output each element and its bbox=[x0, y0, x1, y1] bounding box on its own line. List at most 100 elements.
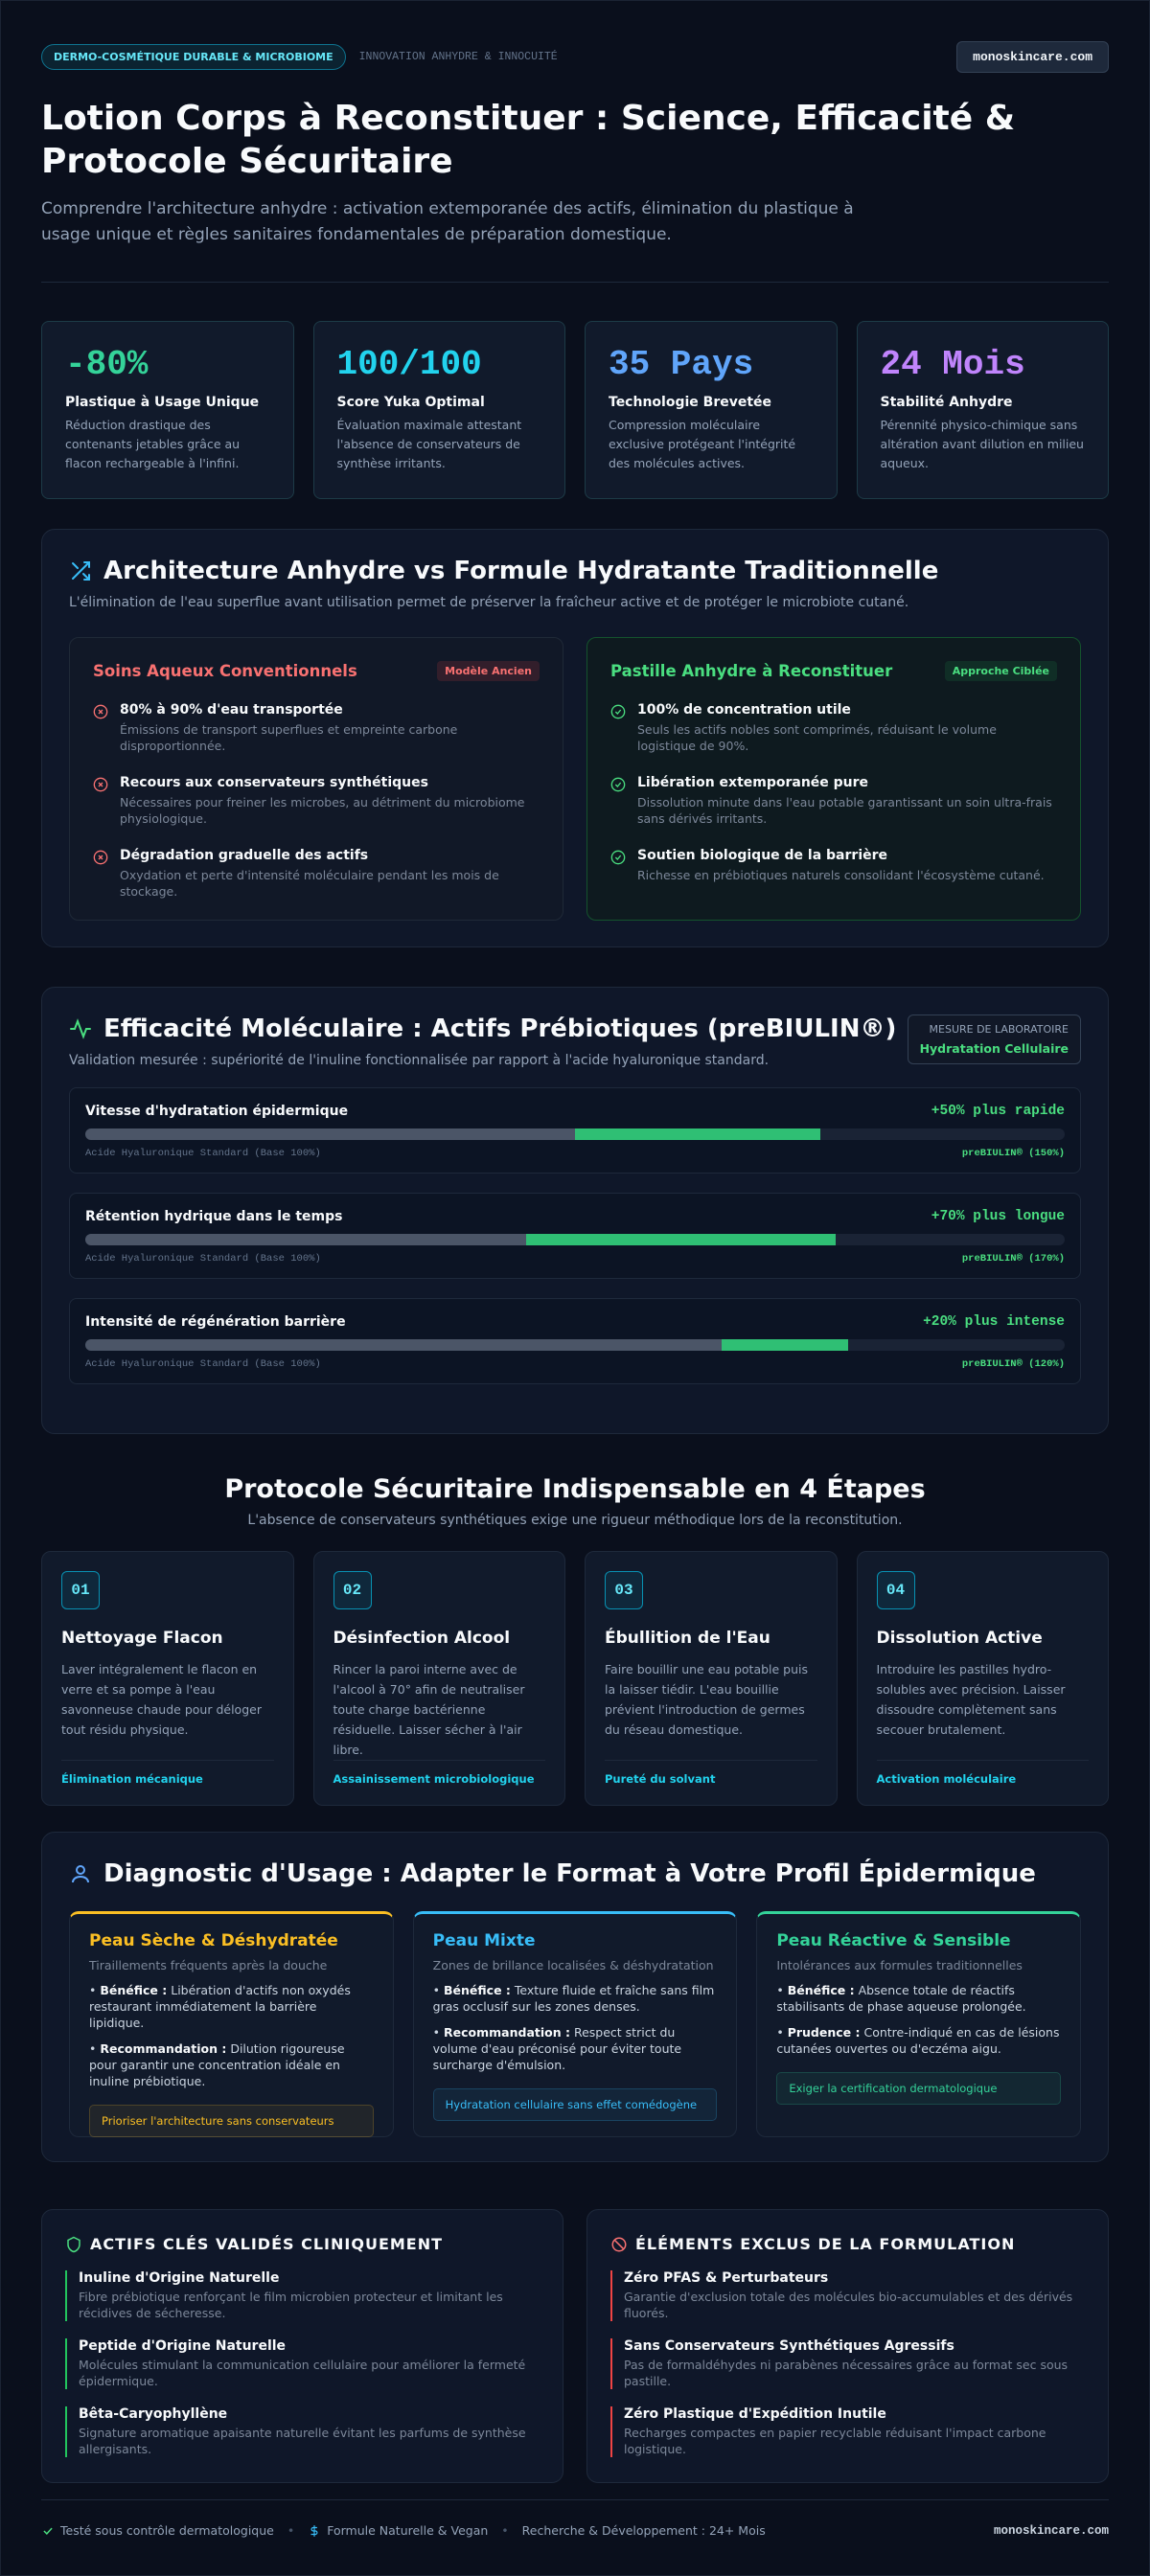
stat-label: Plastique à Usage Unique bbox=[65, 395, 260, 410]
badge: DERMO-COSMÉTIQUE DURABLE & MICROBIOME bbox=[41, 43, 346, 70]
v: preBIULIN® (170%) bbox=[961, 1253, 1065, 1265]
icon bbox=[610, 775, 626, 827]
btitle-text: ÉLÉMENTS EXCLUS DE LA FORMULATION bbox=[635, 2235, 1016, 2253]
bitem: Inuline d'Origine Naturelle Fibre prébiot… bbox=[65, 2270, 540, 2321]
bi-t: Zéro Plastique d'Expédition Inutile bbox=[624, 2406, 886, 2422]
dcard: Peau Sèche & Déshydratée Tiraillements fr… bbox=[69, 1911, 394, 2137]
fitem: Formule Naturelle & Vegan bbox=[308, 2523, 488, 2538]
btitle: ÉLÉMENTS EXCLUS DE LA FORMULATION bbox=[610, 2235, 1085, 2253]
bitem: Sans Conservateurs Synthétiques Agressif… bbox=[610, 2338, 1085, 2389]
bi-t: Peptide d'Origine Naturelle bbox=[79, 2338, 287, 2354]
pt-text: Contre-indiqué en cas de lésions cutanée… bbox=[776, 2025, 1060, 2056]
item-text: Soutien biologique de la barrière Richess… bbox=[637, 848, 1045, 883]
stitle: Nettoyage Flacon bbox=[61, 1629, 223, 1648]
track bbox=[85, 1128, 1065, 1140]
hrow: DERMO-COSMÉTIQUE DURABLE & MICROBIOME INN… bbox=[41, 40, 1109, 73]
ptag: Modèle Ancien bbox=[437, 661, 540, 681]
it-title: Soutien biologique de la barrière bbox=[637, 848, 888, 863]
it-title: Dégradation graduelle des actifs bbox=[120, 848, 369, 863]
sec-title: Efficacité Moléculaire : Actifs Prébioti… bbox=[69, 1014, 1081, 1043]
sec-title-text: Architecture Anhydre vs Formule Hydratan… bbox=[104, 557, 939, 585]
blegend: Acide Hyaluronique Standard (Base 100%) p… bbox=[85, 1148, 1065, 1159]
panel: Pastille Anhydre à Reconstituer Approche … bbox=[586, 637, 1081, 921]
title: Lotion Corps à Reconstituer : Science, E… bbox=[41, 99, 1016, 181]
it-desc: Dissolution minute dans l'eau potable ga… bbox=[637, 795, 1052, 826]
bi-d: Signature aromatique apaisante naturelle… bbox=[79, 2426, 526, 2456]
lab-v: Hydratation Cellulaire bbox=[919, 1041, 1069, 1056]
it-desc: Nécessaires pour freiner les microbes, a… bbox=[120, 795, 525, 826]
bar: Rétention hydrique dans le temps +70% plu… bbox=[69, 1193, 1081, 1279]
stat: -80% Plastique à Usage Unique Réduction dr… bbox=[41, 321, 294, 499]
bitem: Zéro Plastique d'Expédition Inutile Recha… bbox=[610, 2406, 1085, 2457]
item: 80% à 90% d'eau transportée Émissions de … bbox=[93, 702, 540, 754]
item: Soutien biologique de la barrière Richess… bbox=[610, 848, 1057, 883]
blabel: Vitesse d'hydratation épidermique bbox=[85, 1104, 349, 1119]
blegend: Acide Hyaluronique Standard (Base 100%) p… bbox=[85, 1358, 1065, 1370]
icon bbox=[93, 775, 108, 827]
it-title: Libération extemporanée pure bbox=[637, 775, 869, 790]
stat: 24 Mois Stabilité Anhydre Pérennité physic… bbox=[856, 321, 1109, 499]
lab-l: MESURE DE LABORATOIRE bbox=[929, 1023, 1069, 1036]
icon bbox=[69, 559, 92, 582]
v: preBIULIN® (120%) bbox=[961, 1358, 1065, 1370]
sfoot: Pureté du solvant bbox=[605, 1760, 817, 1786]
stitle: Dissolution Active bbox=[876, 1629, 1043, 1648]
fitem-text: Formule Naturelle & Vegan bbox=[327, 2523, 489, 2538]
stat-label: Score Yuka Optimal bbox=[336, 395, 485, 410]
sec-title: Architecture Anhydre vs Formule Hydratan… bbox=[69, 557, 1081, 585]
icon bbox=[69, 1017, 92, 1040]
hr bbox=[41, 282, 1109, 283]
item-text: 100% de concentration utile Seuls les act… bbox=[637, 702, 1057, 754]
bi-d: Molécules stimulant la communication cel… bbox=[79, 2358, 526, 2388]
ph: Pastille Anhydre à Reconstituer Approche … bbox=[610, 661, 1057, 681]
ptag: Approche Ciblée bbox=[944, 661, 1057, 681]
fdomain: monoskincare.com bbox=[993, 2523, 1109, 2538]
pt-text: Dilution rigoureuse pour garantir une co… bbox=[89, 2041, 345, 2088]
sfoot: Activation moléculaire bbox=[876, 1760, 1089, 1786]
stat-desc: Évaluation maximale attestant l'absence … bbox=[336, 418, 522, 470]
snum: 03 bbox=[605, 1571, 643, 1609]
blabel: Rétention hydrique dans le temps bbox=[85, 1209, 343, 1224]
lab: MESURE DE LABORATOIRE Hydratation Cellula… bbox=[907, 1014, 1081, 1064]
fsep: • bbox=[287, 2523, 295, 2538]
bitem: Zéro PFAS & Perturbateurs Garantie d'excl… bbox=[610, 2270, 1085, 2321]
step: 02 Désinfection Alcool Rincer la paroi int… bbox=[312, 1551, 565, 1806]
stat-value: 35 Pays bbox=[609, 345, 754, 384]
stitle: Ébullition de l'Eau bbox=[605, 1629, 770, 1648]
value-bar bbox=[575, 1128, 820, 1140]
fsep: • bbox=[501, 2523, 509, 2538]
item-text: 80% à 90% d'eau transportée Émissions de … bbox=[120, 702, 540, 754]
step: 01 Nettoyage Flacon Laver intégralement le… bbox=[41, 1551, 294, 1806]
bgain: +20% plus intense bbox=[923, 1314, 1065, 1330]
brow: Rétention hydrique dans le temps +70% plu… bbox=[85, 1209, 1065, 1224]
it-desc: Émissions de transport superflues et emp… bbox=[120, 722, 458, 753]
bottom: ACTIFS CLÉS VALIDÉS CLINIQUEMENT Inuline … bbox=[41, 2209, 1109, 2483]
ph: Soins Aqueux Conventionnels Modèle Ancien bbox=[93, 661, 540, 681]
sdesc: Rincer la paroi interne avec de l'alcool… bbox=[333, 1662, 525, 1757]
dcard: Peau Réactive & Sensible Intolérances aux… bbox=[756, 1911, 1081, 2137]
b: Acide Hyaluronique Standard (Base 100%) bbox=[85, 1253, 321, 1265]
stat-label: Technologie Brevetée bbox=[609, 395, 772, 410]
base-bar bbox=[85, 1128, 575, 1140]
item-text: Dégradation graduelle des actifs Oxydatio… bbox=[120, 848, 540, 900]
stat: 35 Pays Technologie Brevetée Compression m… bbox=[585, 321, 838, 499]
value-bar bbox=[721, 1339, 849, 1351]
ptitle: Pastille Anhydre à Reconstituer bbox=[610, 662, 893, 680]
it-title: 80% à 90% d'eau transportée bbox=[120, 702, 343, 718]
snum: 01 bbox=[61, 1571, 100, 1609]
icon bbox=[93, 702, 108, 754]
b: Acide Hyaluronique Standard (Base 100%) bbox=[85, 1358, 321, 1370]
section: Efficacité Moléculaire : Actifs Prébioti… bbox=[41, 987, 1109, 1434]
item-text: Recours aux conservateurs synthétiques Né… bbox=[120, 775, 540, 827]
stat-desc: Compression moléculaire exclusive protég… bbox=[609, 418, 796, 470]
pt-text: Texture fluide et fraîche sans film gras… bbox=[432, 1983, 715, 2014]
item: Recours aux conservateurs synthétiques Né… bbox=[93, 775, 540, 827]
item: Dégradation graduelle des actifs Oxydatio… bbox=[93, 848, 540, 900]
stat-desc: Réduction drastique des contenants jetab… bbox=[65, 418, 241, 470]
track bbox=[85, 1339, 1065, 1351]
it-desc: Richesse en prébiotiques naturels consol… bbox=[637, 868, 1045, 882]
stat-label: Stabilité Anhydre bbox=[880, 395, 1013, 410]
icon bbox=[69, 1862, 92, 1885]
it-title: 100% de concentration utile bbox=[637, 702, 851, 718]
